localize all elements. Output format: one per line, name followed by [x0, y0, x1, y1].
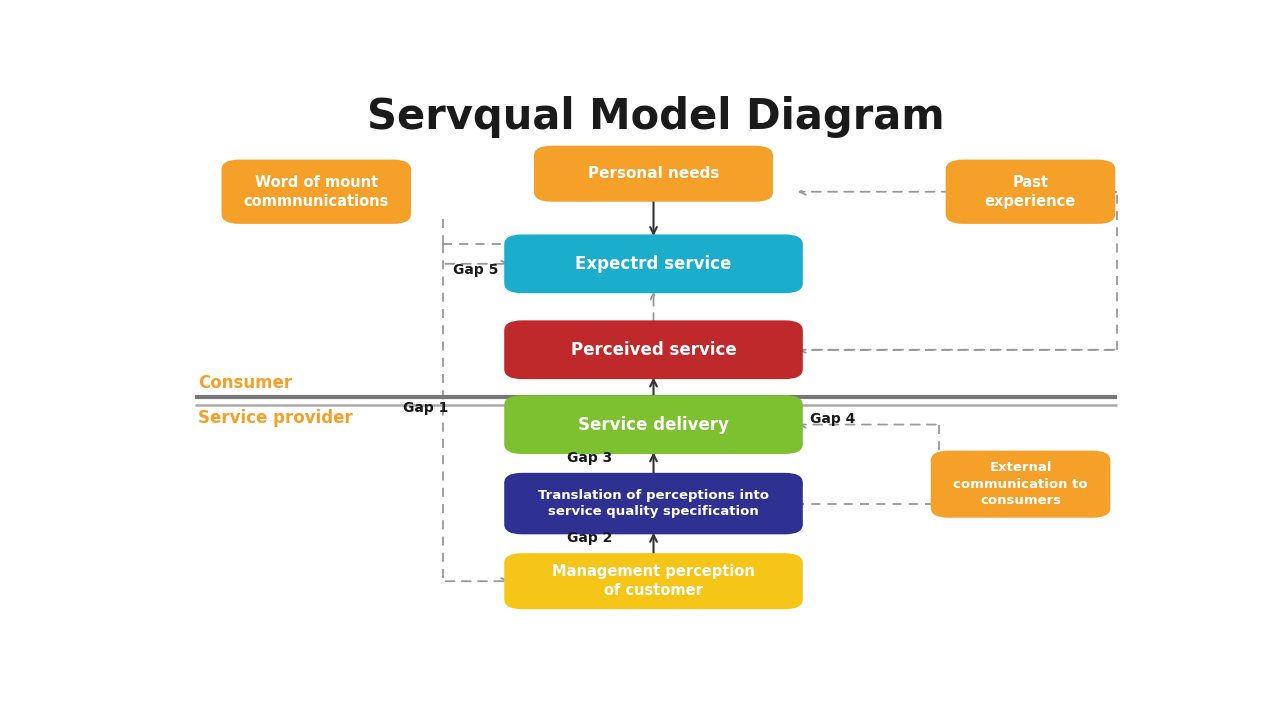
Text: Personal needs: Personal needs — [588, 166, 719, 181]
Text: Translation of perceptions into
service quality specification: Translation of perceptions into service … — [538, 489, 769, 518]
FancyBboxPatch shape — [504, 395, 803, 454]
Text: Service provider: Service provider — [197, 409, 352, 427]
FancyBboxPatch shape — [534, 145, 773, 202]
FancyBboxPatch shape — [504, 473, 803, 534]
Text: Word of mount
commnunications: Word of mount commnunications — [243, 175, 389, 209]
Text: Expectrd service: Expectrd service — [575, 255, 732, 273]
FancyBboxPatch shape — [504, 320, 803, 379]
Text: Gap 3: Gap 3 — [567, 451, 612, 465]
Text: Perceived service: Perceived service — [571, 341, 736, 359]
Text: Management perception
of customer: Management perception of customer — [552, 564, 755, 598]
Text: Past
experience: Past experience — [984, 175, 1076, 209]
Text: Gap 5: Gap 5 — [453, 264, 498, 277]
FancyBboxPatch shape — [221, 160, 411, 224]
FancyBboxPatch shape — [931, 451, 1110, 518]
FancyBboxPatch shape — [504, 553, 803, 609]
Text: External
communication to
consumers: External communication to consumers — [954, 462, 1088, 507]
Text: Service delivery: Service delivery — [579, 415, 730, 433]
FancyBboxPatch shape — [504, 235, 803, 293]
Text: Gap 1: Gap 1 — [403, 401, 448, 415]
Text: Consumer: Consumer — [197, 374, 292, 392]
Text: Servqual Model Diagram: Servqual Model Diagram — [367, 96, 945, 138]
Text: Gap 2: Gap 2 — [567, 531, 612, 545]
Text: Gap 4: Gap 4 — [810, 412, 855, 426]
FancyBboxPatch shape — [946, 160, 1115, 224]
